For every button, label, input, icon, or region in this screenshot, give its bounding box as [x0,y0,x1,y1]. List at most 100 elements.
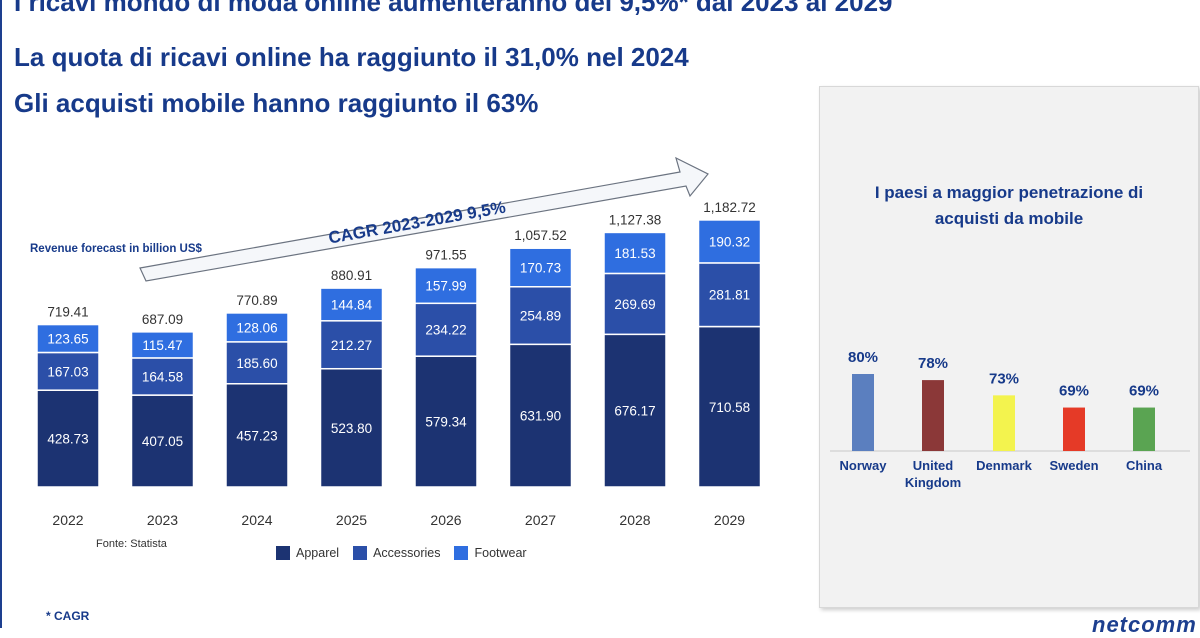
legend-item-footwear: Footwear [454,546,527,560]
bar-label-apparel-2022: 428.73 [47,432,88,447]
frame-border [0,0,2,628]
mobile-value-norway: 80% [848,349,878,366]
chart-legend: Apparel Accessories Footwear [276,546,527,560]
bar-accessories-2029 [697,262,762,328]
mobile-value-united-kingdom: 78% [918,355,948,372]
bar-label-accessories-2023: 164.58 [142,370,183,385]
x-tick-2027: 2027 [525,512,556,528]
mobile-bar-norway [852,374,874,451]
bar-apparel-2022 [36,389,100,488]
legend-label-accessories: Accessories [373,546,441,560]
bar-footwear-2027 [508,247,573,288]
x-tick-2026: 2026 [430,512,461,528]
mobile-bar-denmark [993,395,1015,451]
mobile-penetration-chart: 80% Norway 78% United Kingdom 73% Denmark 69% Sw… [830,349,1190,490]
mobile-bar-china [1133,407,1155,451]
netcomm-logo: netcomm [1092,612,1197,637]
mobile-category-norway: Norway [840,458,888,473]
bar-label-apparel-2024: 457.23 [236,428,277,443]
bar-footwear-2024 [225,312,289,343]
bar-apparel-2025 [319,367,384,488]
bar-accessories-2022 [36,351,100,391]
mobile-category-sweden: Sweden [1049,458,1098,473]
bar-accessories-2025 [319,320,384,370]
total-label-2026: 971.55 [425,248,466,263]
bar-footwear-2028 [603,231,667,275]
bar-accessories-2028 [603,272,667,336]
legend-label-footwear: Footwear [474,546,527,560]
headline-revenue-growth: I ricavi mondo di moda online aumenteran… [14,0,893,17]
bar-label-apparel-2023: 407.05 [142,434,183,449]
bar-label-accessories-2024: 185.60 [236,356,277,371]
revenue-forecast-chart: CAGR 2023-2029 9,5%428.73167.03123.65719… [36,156,762,528]
bar-footwear-2029 [697,219,762,264]
mobile-category-denmark: Denmark [976,458,1032,473]
bar-apparel-2029 [697,325,762,488]
total-label-2027: 1,057.52 [514,228,567,243]
bar-footwear-2026 [414,266,478,305]
bar-apparel-2028 [603,333,667,488]
mobile-category-china: China [1126,458,1163,473]
bar-label-apparel-2027: 631.90 [520,409,561,424]
total-label-2025: 880.91 [331,268,372,283]
bar-label-footwear-2027: 170.73 [520,260,561,275]
bar-label-apparel-2025: 523.80 [331,421,372,436]
mobile-bar-sweden [1063,407,1085,451]
bar-accessories-2023 [130,357,195,396]
bar-label-footwear-2024: 128.06 [236,320,277,335]
bar-apparel-2027 [508,343,573,488]
legend-item-accessories: Accessories [353,546,440,560]
bar-footwear-2023 [130,331,195,359]
total-label-2023: 687.09 [142,312,183,327]
bar-footwear-2025 [319,287,384,322]
bar-label-apparel-2028: 676.17 [614,404,655,419]
source-note: Fonte: Statista [96,538,167,550]
mobile-value-china: 69% [1129,383,1159,400]
x-tick-2022: 2022 [52,512,83,528]
bar-label-footwear-2028: 181.53 [614,246,655,261]
mobile-penetration-panel: I paesi a maggior penetrazione di acquis… [819,86,1199,608]
revenue-forecast-label: Revenue forecast in billion US$ [30,243,202,255]
bar-label-footwear-2023: 115.47 [142,338,182,353]
mobile-category-united-kingdom: United Kingdom [905,458,961,490]
headline-mobile-share: Gli acquisti mobile hanno raggiunto il 6… [14,88,539,118]
panel-title: I paesi a maggior penetrazione di acquis… [874,183,1144,228]
x-tick-2024: 2024 [241,512,272,528]
x-tick-2028: 2028 [619,512,650,528]
bar-label-footwear-2026: 157.99 [425,278,466,293]
legend-swatch-footwear [454,546,469,560]
x-tick-2025: 2025 [336,512,367,528]
bar-apparel-2026 [414,355,478,488]
legend-swatch-apparel [276,546,290,560]
headline-online-share: La quota di ricavi online ha raggiunto i… [14,42,689,72]
bar-label-accessories-2025: 212.27 [331,338,372,353]
bar-label-apparel-2029: 710.58 [709,400,750,415]
x-tick-2029: 2029 [714,512,745,528]
bar-label-accessories-2026: 234.22 [425,323,466,338]
bar-footwear-2022 [36,323,100,354]
legend-item-apparel: Apparel [276,546,339,560]
bar-label-accessories-2029: 281.81 [709,288,750,303]
bar-accessories-2027 [508,286,573,346]
bar-accessories-2026 [414,302,478,357]
bar-label-accessories-2027: 254.89 [520,309,561,324]
bar-label-apparel-2026: 579.34 [425,415,467,430]
legend-swatch-accessories [353,546,368,560]
total-label-2024: 770.89 [236,293,277,308]
bar-label-footwear-2022: 123.65 [47,332,88,347]
bar-apparel-2023 [130,394,195,488]
total-label-2029: 1,182.72 [703,200,756,215]
mobile-bar-united-kingdom [922,380,944,451]
total-label-2022: 719.41 [47,305,88,320]
mobile-value-sweden: 69% [1059,383,1089,400]
mobile-value-denmark: 73% [989,370,1019,387]
cagr-footnote: * CAGR [46,609,90,623]
x-tick-2023: 2023 [147,512,178,528]
bar-label-accessories-2022: 167.03 [47,364,88,379]
cagr-arrow [139,156,709,282]
bar-label-accessories-2028: 269.69 [614,297,655,312]
total-label-2028: 1,127.38 [609,212,662,227]
legend-label-apparel: Apparel [296,546,340,560]
bar-label-footwear-2025: 144.84 [331,297,373,312]
bar-label-footwear-2029: 190.32 [709,234,750,249]
